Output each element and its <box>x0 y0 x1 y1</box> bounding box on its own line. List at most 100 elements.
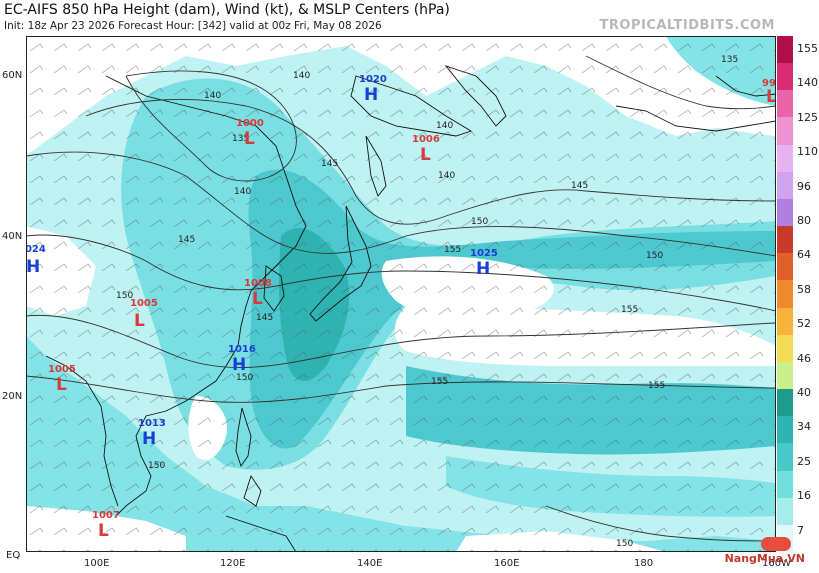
weather-map: 140 140 140 135 140 145 140 145 150 145 … <box>26 36 776 552</box>
high-pressure-marker: H <box>476 259 490 279</box>
colorbar-tick-label: 64 <box>797 248 811 262</box>
contour-labels: 140 140 140 135 140 145 140 145 150 145 … <box>116 55 738 549</box>
colorbar-tick-label: 52 <box>797 317 811 331</box>
pressure-center-value: 1007 <box>92 510 120 521</box>
colorbar-tick-label: 25 <box>797 454 811 468</box>
latitude-label: 60N <box>2 70 23 81</box>
contour-label: 145 <box>321 159 338 169</box>
contour-label: 145 <box>256 313 273 323</box>
pressure-center-value: 1024 <box>26 244 46 255</box>
pressure-center-value: 1025 <box>470 248 498 259</box>
pressure-center-value: 1006 <box>412 134 440 145</box>
map-svg: 140 140 140 135 140 145 140 145 150 145 … <box>26 36 776 552</box>
colorbar-segment <box>777 117 793 146</box>
height-contours <box>26 55 776 542</box>
low-pressure-marker: L <box>766 87 776 107</box>
high-pressure-marker: H <box>364 85 378 105</box>
low-pressure-marker: L <box>252 289 263 309</box>
latitude-label: 40N <box>2 231 23 242</box>
contour-label: 155 <box>431 377 448 387</box>
low-pressure-marker: L <box>56 375 67 395</box>
colorbar-segment <box>777 36 793 64</box>
contour-label: 150 <box>646 251 663 261</box>
map-frame <box>26 36 776 552</box>
pressure-center-value: 1000 <box>236 118 264 129</box>
header: EC-AIFS 850 hPa Height (dam), Wind (kt),… <box>0 0 819 36</box>
low-pressure-marker: L <box>134 311 145 331</box>
colorbar-segment <box>777 416 793 444</box>
colorbar-segment <box>777 307 793 336</box>
longitude-label: 160W <box>762 558 791 569</box>
contour-label: 145 <box>178 235 195 245</box>
longitude-label: 100E <box>84 558 110 569</box>
contour-label: 150 <box>471 217 488 227</box>
pressure-centers: 1020 H 1000 L 1006 L 1024 H 1025 H 1008 … <box>26 74 776 541</box>
colorbar-segment <box>777 198 793 227</box>
colorbar-segment <box>777 334 793 363</box>
colorbar-tick-label: 7 <box>797 523 804 537</box>
colorbar-tick-label: 40 <box>797 386 811 399</box>
latitude-label: EQ <box>6 550 21 561</box>
contour-label: 140 <box>436 121 453 131</box>
contour-label: 140 <box>204 91 221 101</box>
colorbar-tick-label: 58 <box>797 282 811 296</box>
wind-barbs <box>26 36 776 552</box>
colorbar-segment <box>777 63 793 91</box>
contour-label: 140 <box>293 71 310 81</box>
contour-label: 155 <box>444 245 461 255</box>
colorbar-segment <box>777 226 793 254</box>
low-pressure-marker: L <box>98 521 109 541</box>
map-title: EC-AIFS 850 hPa Height (dam), Wind (kt),… <box>4 2 450 18</box>
colorbar-segment <box>777 144 793 173</box>
colorbar-segment <box>777 280 793 309</box>
contour-label: 150 <box>236 373 253 383</box>
contour-label: 140 <box>234 187 251 197</box>
contour-label: 150 <box>616 539 633 549</box>
watermark-text: NangMua.VN <box>724 552 805 565</box>
pressure-center-value: 1005 <box>48 364 76 375</box>
longitude-label: 140E <box>357 558 383 569</box>
contour-label: 145 <box>571 181 588 191</box>
colorbar-tick-label: 34 <box>797 420 811 434</box>
pressure-center-value: 1013 <box>138 418 166 429</box>
colorbar-tick-label: 16 <box>797 489 811 503</box>
colorbar-segment <box>777 389 793 417</box>
contour-label: 135 <box>232 134 249 144</box>
colorbar-tick-label: 110 <box>797 145 818 159</box>
pressure-center-value: 1008 <box>244 278 272 289</box>
longitude-label: 120E <box>220 558 246 569</box>
low-pressure-marker: L <box>244 129 255 149</box>
colorbar-tick-label: 140 <box>797 76 818 90</box>
latitude-label: 20N <box>2 391 23 402</box>
pressure-center-value: 1005 <box>130 298 158 309</box>
cloud-icon <box>761 537 791 551</box>
high-pressure-marker: H <box>26 257 40 277</box>
longitude-label: 180 <box>634 558 654 569</box>
colorbar-segment <box>777 497 793 526</box>
map-subtitle: Init: 18z Apr 23 2026 Forecast Hour: [34… <box>4 20 382 32</box>
high-pressure-marker: H <box>232 355 246 375</box>
pressure-center-value: 99 <box>762 78 776 89</box>
colorbar-segment <box>777 253 793 281</box>
contour-label: 155 <box>648 381 665 391</box>
longitude-label: 160E <box>494 558 520 569</box>
contour-label: 140 <box>438 171 455 181</box>
colorbar-tick-label: 46 <box>797 351 811 365</box>
contour-label: 150 <box>148 461 165 471</box>
pressure-center-value: 1016 <box>228 344 256 355</box>
colorbar-segment <box>777 171 793 200</box>
brand-logo-text: TROPICALTIDBITS.COM <box>599 18 775 33</box>
colorbar-tick-label: 96 <box>797 179 811 193</box>
colorbar-segment <box>777 361 793 390</box>
contour-label: 135 <box>721 55 738 65</box>
pressure-center-value: 1020 <box>359 74 387 85</box>
coastlines <box>45 65 776 552</box>
colorbar-segment <box>777 90 793 118</box>
colorbar-tick-label: 80 <box>797 214 811 227</box>
colorbar-tick-label: 125 <box>797 110 818 124</box>
colorbar-tick-label: 155 <box>797 42 818 55</box>
wind-speed-colorbar <box>777 36 793 553</box>
contour-label: 155 <box>621 305 638 315</box>
colorbar-segment <box>777 470 793 499</box>
low-pressure-marker: L <box>420 145 431 165</box>
